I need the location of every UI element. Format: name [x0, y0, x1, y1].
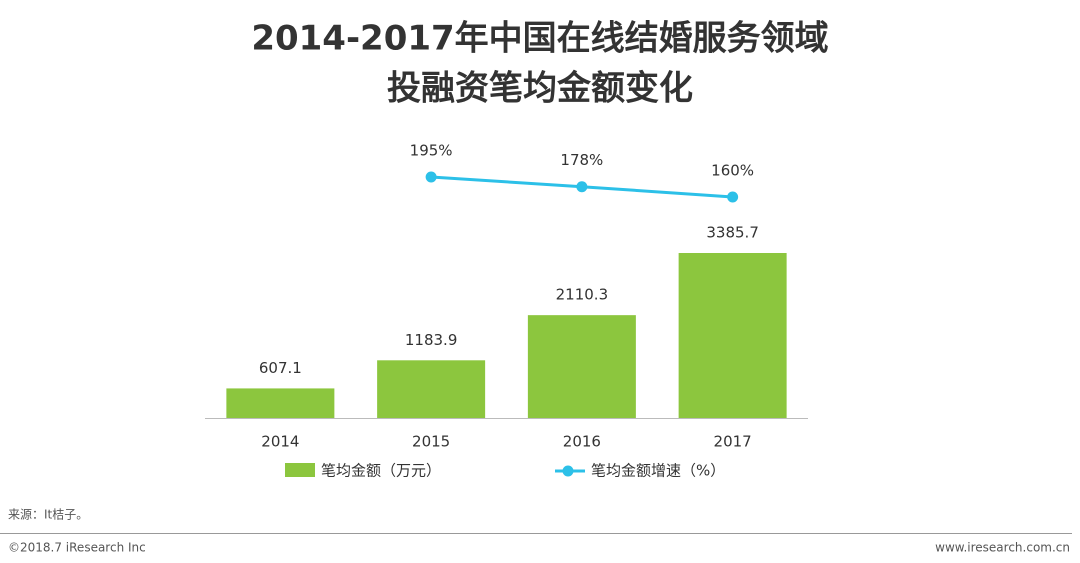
- data-label: 607.1: [259, 359, 302, 377]
- bar: [377, 360, 486, 418]
- data-label: 2110.3: [556, 286, 609, 304]
- x-tick-label: 2014: [261, 433, 299, 451]
- chart-title: 投融资笔均金额变化: [387, 69, 693, 109]
- data-label: 1183.9: [405, 331, 458, 349]
- legend-label: 笔均金额（万元）: [321, 462, 441, 480]
- x-tick-label: 2017: [714, 433, 752, 451]
- data-label: 160%: [711, 162, 754, 180]
- bar: [678, 253, 787, 418]
- x-tick-label: 2016: [563, 433, 601, 451]
- legend-label: 笔均金额增速（%）: [591, 462, 725, 480]
- source: 来源：It桔子。: [8, 508, 88, 522]
- bar: [527, 315, 636, 418]
- chart-title: 2014-2017年中国在线结婚服务领域: [251, 19, 828, 59]
- point: [425, 171, 437, 183]
- point: [576, 181, 588, 193]
- copyright: ©2018.7 iResearch Inc: [8, 541, 146, 555]
- data-label: 195%: [410, 142, 453, 160]
- legend-marker: [562, 465, 574, 477]
- data-label: 178%: [560, 151, 603, 169]
- point: [727, 191, 739, 203]
- x-tick-label: 2015: [412, 433, 450, 451]
- bar: [226, 388, 335, 418]
- data-label: 3385.7: [706, 224, 759, 242]
- website: www.iresearch.com.cn: [935, 541, 1070, 555]
- legend-swatch: [285, 463, 315, 477]
